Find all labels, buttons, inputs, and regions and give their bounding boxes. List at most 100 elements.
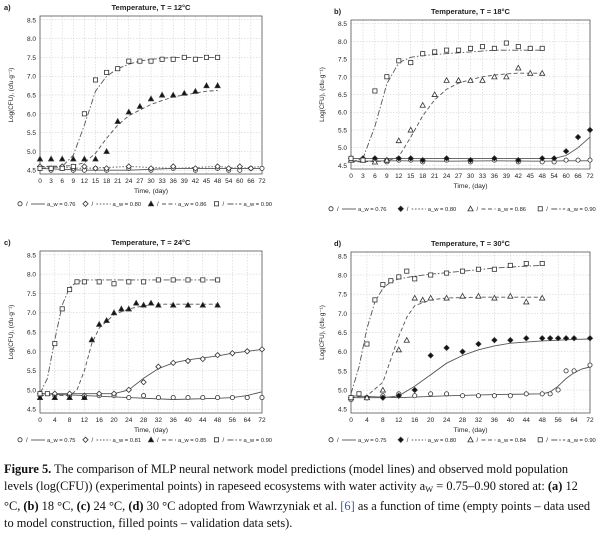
x-tick-label: 12 (81, 417, 89, 424)
data-point-series-2 (140, 378, 147, 386)
y-tick-label: 6.0 (27, 349, 36, 356)
chart-legend: / a_w = 0.75 / a_w = 0.81 / a_w = 0.85 / a_w = … (17, 436, 272, 444)
data-point-series-3 (140, 301, 147, 308)
data-point-series-3 (36, 155, 44, 162)
data-point-series-2 (407, 155, 414, 162)
x-tick-label: 56 (229, 417, 237, 424)
x-tick-label: 54 (225, 178, 233, 185)
chart-panel-3: c) Temperature, T = 24°C 4.5 5.0 5.5 6.0 6.5 7.… (4, 238, 272, 444)
data-point-series-4 (96, 279, 102, 285)
data-point-series-1 (215, 395, 221, 401)
data-point-series-3 (81, 155, 88, 162)
data-point-series-1 (575, 157, 581, 163)
legend-label: a_w = 0.90 (567, 438, 596, 444)
data-point-series-2 (244, 348, 251, 355)
x-tick-label: 48 (214, 417, 222, 424)
data-point-series-4 (170, 277, 176, 283)
data-point-series-3 (371, 158, 379, 165)
data-point-series-4 (155, 277, 161, 283)
legend-marker (537, 206, 543, 212)
x-tick-label: 12 (395, 173, 403, 180)
legend-label: a_w = 0.81 (113, 438, 142, 444)
chart-panel-4: d) Temperature, T = 30°C 4.5 5.0 5.5 6.0 6.5 7.… (319, 239, 596, 444)
x-tick-label: 64 (244, 417, 252, 424)
data-point-series-4 (200, 277, 206, 283)
y-tick-label: 4.5 (27, 168, 36, 175)
data-point-series-2 (467, 156, 474, 164)
chart-panel-1: a) Temperature, T = 12°C 4.5 5.0 5.5 6.0 6.5 7.… (4, 3, 272, 208)
data-point-series-3 (491, 294, 498, 301)
data-point-series-3 (47, 155, 55, 162)
data-point-series-3 (363, 394, 371, 401)
x-tick-label: 72 (586, 173, 594, 180)
plot-frame (350, 19, 591, 170)
x-tick-label: 66 (247, 178, 255, 185)
x-tick-label: 0 (38, 178, 42, 185)
data-point-series-3 (214, 82, 221, 89)
legend-marker (537, 437, 543, 443)
data-point-series-2 (258, 346, 266, 353)
legend-label: a_w = 0.76 (358, 207, 387, 213)
legend-marker (17, 437, 23, 443)
legend-marker (147, 200, 155, 207)
model-line-4 (39, 56, 218, 169)
data-point-series-2 (395, 392, 402, 399)
data-point-series-4 (364, 341, 370, 347)
data-point-series-3 (181, 89, 188, 96)
data-point-series-1 (244, 395, 250, 401)
legend-label: a_w = 0.90 (244, 202, 273, 208)
data-point-series-3 (92, 155, 99, 162)
model-line-4 (350, 49, 543, 163)
x-tick-label: 3 (361, 173, 365, 180)
x-tick-label: 18 (419, 173, 427, 180)
x-tick-label: 0 (38, 417, 42, 424)
y-axis-label: Log(CFU), (cfu·g⁻¹) (8, 305, 15, 360)
y-tick-label: 7.0 (27, 310, 36, 317)
data-point-series-3 (479, 76, 486, 83)
x-tick-label: 60 (562, 173, 570, 180)
x-tick-label: 0 (349, 417, 353, 424)
data-point-series-1 (460, 393, 466, 399)
caption-c-text: 24 °C, (90, 499, 129, 513)
x-tick-label: 36 (170, 417, 178, 424)
data-point-series-1 (412, 393, 418, 399)
x-tick-label: 36 (170, 178, 178, 185)
chart-legend: / a_w = 0.76 / a_w = 0.80 / a_w = 0.86 / a_w = … (17, 200, 273, 208)
data-point-series-4 (181, 54, 187, 60)
data-point-series-4 (37, 391, 43, 397)
legend-label: a_w = 0.86 (178, 202, 207, 208)
data-point-series-4 (70, 163, 76, 169)
x-tick-label: 44 (199, 417, 207, 424)
data-point-series-3 (70, 155, 77, 162)
data-point-series-2 (547, 335, 554, 342)
data-point-series-2 (475, 340, 482, 348)
data-point-series-3 (419, 101, 426, 108)
data-point-series-3 (214, 301, 221, 308)
y-tick-label: 7.5 (27, 55, 36, 62)
y-tick-label: 5.5 (338, 368, 347, 375)
data-point-series-4 (444, 47, 450, 53)
y-axis-label: Log(CFU), (cfu·g⁻¹) (8, 68, 15, 123)
x-tick-label: 24 (125, 417, 133, 424)
legend-separator: / (26, 202, 28, 208)
x-tick-label: 48 (539, 173, 547, 180)
data-point-series-4 (360, 157, 366, 163)
x-tick-label: 39 (181, 178, 189, 185)
data-point-series-2 (103, 165, 110, 172)
data-point-series-4 (115, 66, 121, 72)
x-tick-label: 36 (491, 173, 499, 180)
caption-reference-link[interactable]: [6] (340, 499, 355, 513)
data-point-series-1 (170, 395, 176, 401)
x-tick-label: 33 (479, 173, 487, 180)
x-tick-label: 60 (236, 178, 244, 185)
data-point-series-3 (184, 301, 192, 308)
data-point-series-3 (475, 292, 482, 299)
legend-marker (328, 437, 334, 443)
x-tick-label: 54 (551, 173, 559, 180)
x-tick-label: 15 (407, 173, 415, 180)
chart-title: Temperature, T = 30°C (431, 239, 511, 248)
data-point-series-4 (396, 58, 402, 64)
y-tick-label: 8.5 (338, 21, 347, 28)
data-point-series-3 (95, 320, 103, 327)
y-tick-label: 7.0 (338, 74, 347, 81)
